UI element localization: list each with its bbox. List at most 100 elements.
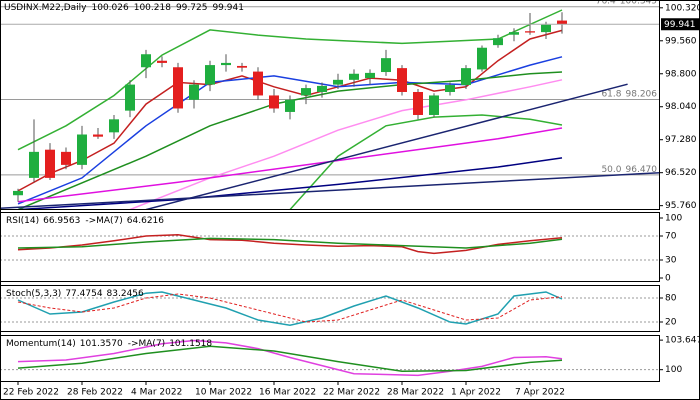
candle-body xyxy=(413,91,423,115)
indicator-name: ->MA(7) xyxy=(85,216,122,226)
candle-body xyxy=(45,149,55,178)
indicator-title: Momentum(14) 101.3570 ->MA(7) 101.1518 xyxy=(6,339,212,349)
candle-body xyxy=(157,60,167,63)
indicator-line xyxy=(17,345,563,373)
y-tick-label: 70 xyxy=(665,231,677,241)
ohlc-low: 99.725 xyxy=(176,3,208,13)
x-tick-label: 1 Apr 2022 xyxy=(451,388,501,398)
x-tick-label: 10 Mar 2022 xyxy=(195,388,252,398)
indicator-title: RSI(14) 66.9563 ->MA(7) 64.6216 xyxy=(6,216,164,226)
fib-label: 50.0 96.470 xyxy=(601,164,657,174)
y-tick-label: 30 xyxy=(665,255,677,265)
indicator-line xyxy=(17,339,563,377)
x-tick-label: 22 Mar 2022 xyxy=(323,388,380,398)
y-tick-label: 97.280 xyxy=(665,135,697,145)
y-tick-label: 98.040 xyxy=(665,102,697,112)
indicator-name: RSI(14) xyxy=(6,216,39,226)
indicator-value: 101.3570 xyxy=(80,339,123,349)
fib-label: 61.8 98.206 xyxy=(601,89,657,99)
indicator-value: 101.1518 xyxy=(169,339,212,349)
indicator-line xyxy=(17,127,563,203)
candle-body xyxy=(221,62,231,66)
candle-body xyxy=(349,73,359,80)
candle-body xyxy=(29,151,39,178)
candle-body xyxy=(445,85,455,92)
candle-body xyxy=(429,95,439,115)
y-tick-label: 103.6479 xyxy=(665,336,700,346)
x-tick-label: 22 Feb 2022 xyxy=(3,388,59,398)
candle-body xyxy=(333,79,343,85)
candle-body xyxy=(509,32,519,35)
symbol: USDINX.M22,Daily xyxy=(4,3,87,13)
candle-body xyxy=(477,47,487,70)
indicator-line xyxy=(17,291,563,326)
y-tick-label: 20 xyxy=(665,318,677,328)
candle-body xyxy=(493,38,503,46)
fib-ratio: 50.0 xyxy=(601,164,621,174)
panel xyxy=(0,291,660,326)
fib-ratio: 61.8 xyxy=(601,89,621,99)
candle-body xyxy=(253,71,263,96)
indicator-line xyxy=(17,56,563,205)
fib-ratio: 76.4 xyxy=(596,0,616,6)
indicator-name: ->MA(7) xyxy=(128,339,165,349)
panel xyxy=(0,234,660,261)
ohlc-open: 100.026 xyxy=(92,3,129,13)
candle-body xyxy=(461,68,471,86)
candle-body xyxy=(301,88,311,96)
x-tick-label: 28 Mar 2022 xyxy=(387,388,444,398)
candle-body xyxy=(173,67,183,109)
candle-body xyxy=(13,190,23,196)
y-tick-label: 80 xyxy=(665,294,677,304)
candle-body xyxy=(237,65,247,68)
candle-body xyxy=(61,151,71,165)
candle-body xyxy=(141,54,151,68)
y-tick-label: 100.320 xyxy=(665,3,700,13)
indicator-value: 66.9563 xyxy=(43,216,80,226)
candle-body xyxy=(77,134,87,165)
x-tick-label: 28 Feb 2022 xyxy=(67,388,123,398)
price-label: 99.941 xyxy=(664,20,696,30)
panel xyxy=(0,339,660,377)
indicator-line xyxy=(17,9,563,151)
indicator-value: 77.4754 xyxy=(65,289,102,299)
y-tick-label: 98.800 xyxy=(665,69,697,79)
indicator-line xyxy=(129,79,563,210)
y-tick-label: 100 xyxy=(665,365,682,375)
candle-body xyxy=(381,58,391,73)
indicator-name: Momentum(14) xyxy=(6,339,76,349)
candle-body xyxy=(205,65,215,85)
x-tick-label: 4 Mar 2022 xyxy=(131,388,182,398)
fib-price: 100.345 xyxy=(620,0,657,6)
candle-body xyxy=(109,119,119,133)
y-tick-label: 99.560 xyxy=(665,36,697,46)
indicator-line xyxy=(17,157,563,210)
fib-label: 76.4 100.345 xyxy=(596,0,657,6)
y-tick-label: 95.760 xyxy=(665,201,697,211)
price-box xyxy=(661,18,699,31)
ohlc-close: 99.941 xyxy=(212,3,244,13)
candle-body xyxy=(525,31,535,33)
indicator-value: 83.2456 xyxy=(107,289,144,299)
candle-body xyxy=(317,85,327,92)
x-tick-label: 7 Apr 2022 xyxy=(515,388,565,398)
candle-body xyxy=(189,84,199,100)
fib-price: 96.470 xyxy=(626,164,658,174)
indicator-line xyxy=(17,234,563,255)
indicator-line xyxy=(145,83,628,210)
y-tick-label: 96.520 xyxy=(665,168,697,178)
indicator-title: Stoch(5,3,3) 77.4754 83.2456 xyxy=(6,289,144,299)
candle-body xyxy=(397,68,407,92)
indicator-value: 64.6216 xyxy=(127,216,164,226)
candle-body xyxy=(365,72,375,79)
indicator-line xyxy=(17,293,563,323)
indicator-name: Stoch(5,3,3) xyxy=(6,289,61,299)
indicator-line xyxy=(17,71,563,210)
candle-body xyxy=(125,84,135,111)
candle-body xyxy=(557,20,567,25)
panel: 76.4 100.345 61.8 98.206 50.0 96.470 xyxy=(0,0,660,210)
chart-title: USDINX.M22,Daily 100.026 100.218 99.725 99.9… xyxy=(4,3,244,13)
candle-body xyxy=(93,134,103,137)
